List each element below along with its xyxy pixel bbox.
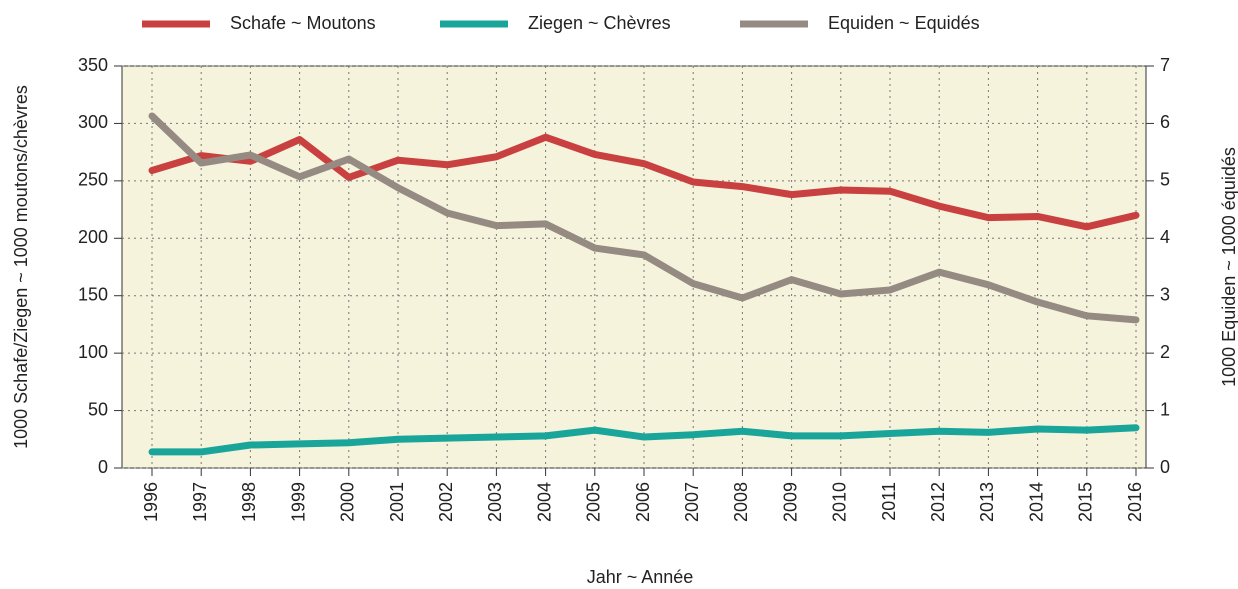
y2-tick-label: 6 (1160, 112, 1170, 132)
y-tick-label: 100 (78, 342, 108, 362)
legend-label: Ziegen ~ Chèvres (528, 13, 671, 33)
plot-area (121, 65, 1147, 469)
x-tick-label: 2010 (830, 482, 850, 522)
series-line (148, 133, 1140, 231)
x-tick-label: 1996 (141, 482, 161, 522)
x-tick-label: 2015 (1076, 482, 1096, 522)
legend-label: Equiden ~ Equidés (828, 13, 980, 33)
x-tick-label: 2002 (436, 482, 456, 522)
legend-label: Schafe ~ Moutons (230, 13, 376, 33)
x-tick-label: 2008 (731, 482, 751, 522)
y2-tick-label: 0 (1160, 457, 1170, 477)
y-tick-label: 0 (98, 457, 108, 477)
x-tick-label: 2004 (534, 482, 554, 522)
x-tick-label: 2014 (1026, 482, 1046, 522)
x-tick-label: 2011 (879, 482, 899, 521)
x-tick-label: 2006 (633, 482, 653, 522)
y-tick-label: 250 (78, 170, 108, 190)
x-tick-label: 1998 (239, 482, 259, 522)
y2-axis-label: 1000 Equiden ~ 1000 équidés (1219, 147, 1238, 387)
y2-tick-label: 5 (1160, 170, 1170, 190)
y2-tick-label: 2 (1160, 342, 1170, 362)
series-line (148, 424, 1140, 456)
y2-tick-label: 4 (1160, 227, 1170, 247)
series-line (148, 112, 1140, 324)
y-tick-label: 50 (88, 399, 108, 419)
y-tick-label: 200 (78, 227, 108, 247)
x-tick-label: 2012 (928, 482, 948, 522)
x-tick-label: 2000 (338, 482, 358, 522)
x-tick-label: 1999 (288, 482, 308, 522)
x-tick-label: 2005 (584, 482, 604, 522)
y-tick-label: 350 (78, 55, 108, 75)
x-tick-label: 1997 (190, 482, 210, 522)
x-tick-label: 2001 (387, 482, 407, 522)
x-axis-label: Jahr ~ Année (587, 567, 694, 587)
y2-tick-label: 3 (1160, 284, 1170, 304)
y-tick-label: 150 (78, 284, 108, 304)
y-tick-label: 300 (78, 112, 108, 132)
y2-tick-label: 7 (1160, 55, 1170, 75)
x-tick-label: 2009 (780, 482, 800, 522)
y2-tick-label: 1 (1160, 399, 1170, 419)
x-tick-label: 2003 (485, 482, 505, 522)
x-tick-label: 2007 (682, 482, 702, 522)
y-axis-label: 1000 Schafe/Ziegen ~ 1000 moutons/chèvre… (11, 85, 31, 449)
x-tick-label: 2013 (977, 482, 997, 522)
x-tick-label: 2016 (1125, 482, 1145, 522)
